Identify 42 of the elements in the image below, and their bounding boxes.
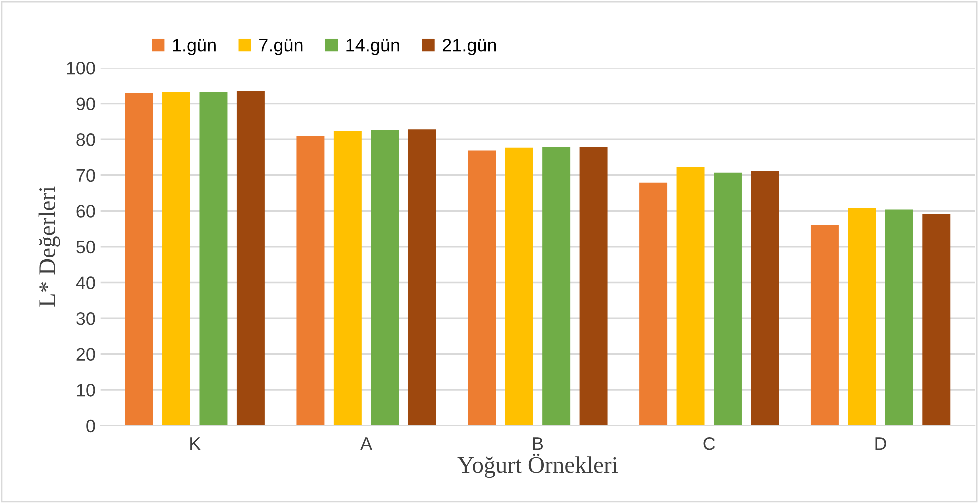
- y-tick-label: 90: [76, 98, 96, 111]
- legend-label: 7.gün: [260, 39, 303, 56]
- y-tick-label: 60: [76, 205, 96, 218]
- y-tick-label: 80: [76, 134, 96, 146]
- bar: [371, 130, 400, 426]
- bar: [885, 210, 914, 426]
- bar: [162, 92, 190, 426]
- bar: [468, 150, 496, 426]
- x-tick-label: D: [876, 438, 886, 450]
- y-tick-label: 10: [77, 384, 96, 397]
- y-tick-label: 40: [76, 276, 96, 290]
- bar: [848, 208, 876, 426]
- legend-label: 21.gün: [442, 39, 496, 56]
- bar: [922, 214, 951, 426]
- legend-label: 14.gün: [346, 39, 400, 56]
- y-tick-label: 0: [86, 420, 96, 433]
- y-tick-label: 100: [67, 62, 96, 75]
- bar: [408, 130, 436, 426]
- bar: [125, 93, 154, 426]
- x-tick-label: A: [360, 438, 373, 450]
- bar: [640, 182, 668, 426]
- x-axis-title: Yoğurt Örnekleri: [458, 454, 618, 478]
- y-tick-label: 50: [76, 240, 96, 254]
- y-tick-label: 70: [76, 169, 96, 182]
- bar: [714, 172, 742, 426]
- y-axis-title: L* Değerleri: [38, 186, 60, 307]
- bar: [580, 147, 608, 426]
- bar: [296, 136, 325, 426]
- bar: [236, 90, 265, 426]
- bar: [542, 147, 571, 426]
- bar: [751, 171, 780, 426]
- y-tick-label: 30: [76, 312, 96, 326]
- bar: [505, 148, 534, 426]
- bar: [676, 168, 705, 426]
- x-tick-label: B: [533, 438, 544, 450]
- bar: [334, 131, 362, 426]
- bar: [200, 92, 228, 426]
- legend-label: 1.gün: [173, 39, 216, 56]
- x-tick-label: C: [704, 437, 716, 450]
- y-tick-label: 20: [76, 348, 96, 362]
- bar: [810, 225, 839, 426]
- x-tick-label: K: [190, 438, 201, 450]
